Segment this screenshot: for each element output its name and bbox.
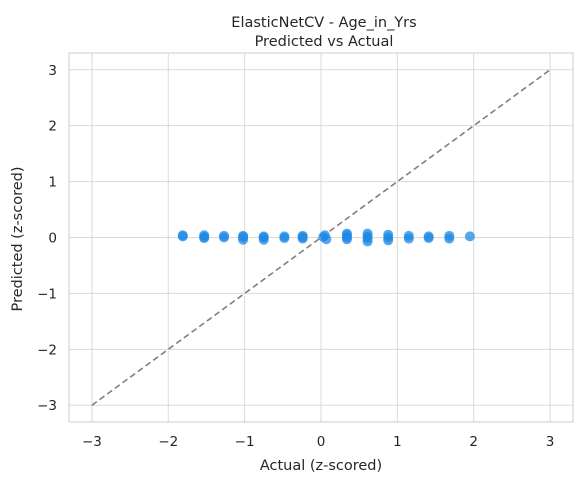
- data-point: [444, 233, 455, 244]
- y-tick-label: −2: [37, 342, 57, 358]
- data-point: [297, 231, 308, 242]
- y-tick-label: 2: [48, 119, 57, 135]
- x-tick-labels: −3 −2 −1 0 1 2 3: [82, 434, 554, 450]
- y-tick-label: −1: [37, 286, 57, 302]
- data-point: [341, 230, 352, 241]
- data-point: [362, 233, 373, 244]
- data-point: [279, 233, 290, 244]
- x-tick-label: 0: [317, 434, 326, 450]
- y-axis-label: Predicted (z-scored): [10, 167, 26, 312]
- data-point: [199, 233, 210, 244]
- x-tick-label: 3: [546, 434, 555, 450]
- data-point: [177, 230, 188, 241]
- data-point: [219, 232, 230, 243]
- x-tick-label: −1: [235, 434, 255, 450]
- x-tick-label: −2: [158, 434, 178, 450]
- y-tick-label: 0: [48, 231, 57, 247]
- data-point: [238, 230, 249, 241]
- data-point: [464, 231, 475, 242]
- data-point: [423, 233, 434, 244]
- plot-frame: [68, 52, 574, 423]
- y-tick-label: 1: [48, 175, 57, 191]
- data-point: [383, 235, 394, 246]
- data-point: [321, 234, 332, 245]
- data-point: [403, 233, 414, 244]
- y-tick-label: 3: [48, 63, 57, 79]
- y-tick-labels: −3 −2 −1 0 1 2 3: [37, 63, 57, 414]
- data-point: [258, 232, 269, 243]
- y-tick-label: −3: [37, 398, 57, 414]
- x-axis-label: Actual (z-scored): [260, 458, 382, 474]
- chart-title-line-2: Predicted vs Actual: [255, 34, 394, 50]
- data-points: [177, 228, 475, 247]
- chart-title-line-1: ElasticNetCV - Age_in_Yrs: [231, 15, 416, 31]
- x-tick-label: −3: [82, 434, 102, 450]
- x-tick-label: 1: [393, 434, 402, 450]
- x-tick-label: 2: [469, 434, 478, 450]
